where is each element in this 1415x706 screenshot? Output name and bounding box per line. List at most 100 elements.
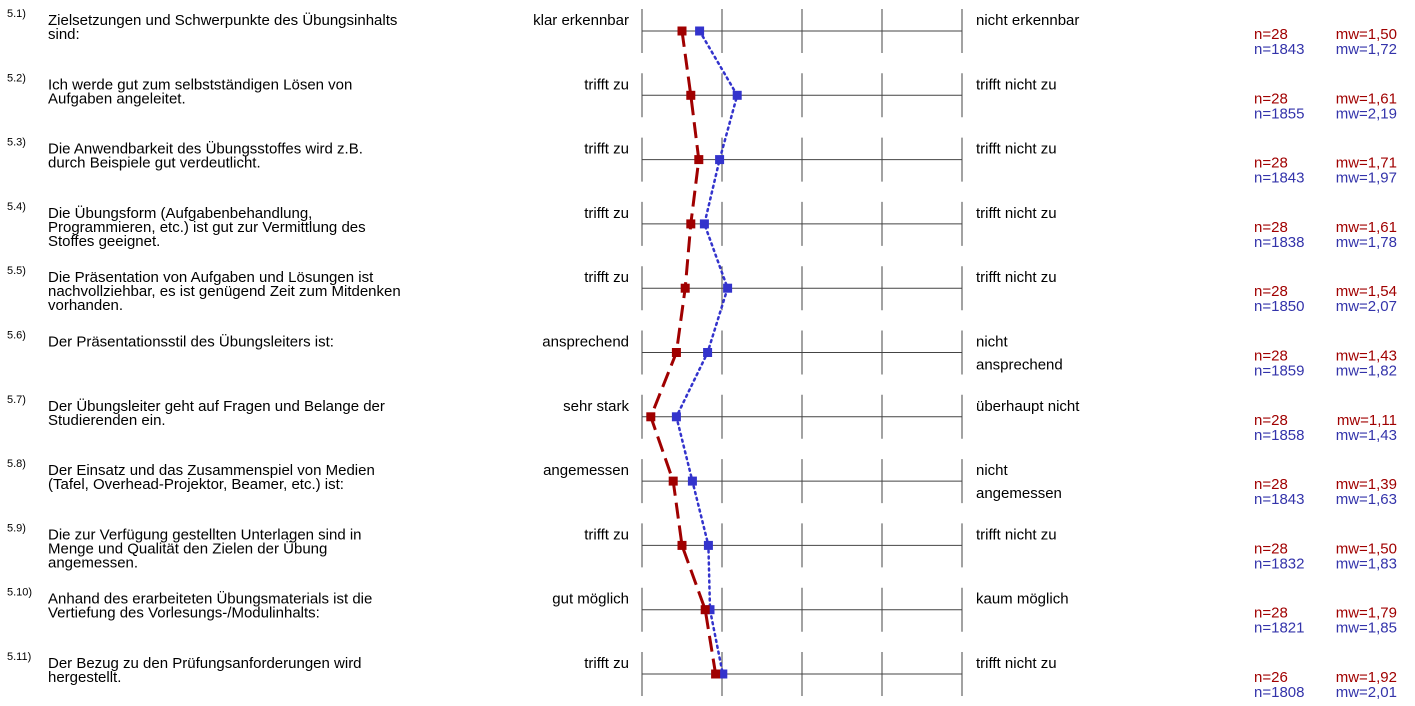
item-number: 5.10) xyxy=(7,587,32,599)
left-pole-label: angemessen xyxy=(543,462,629,479)
question-text: Vertiefung des Vorlesungs-/Modulinhalts: xyxy=(48,605,320,622)
stat-mw-course: mw=1,50 xyxy=(1336,540,1397,557)
marker-reference xyxy=(671,412,681,422)
question-text: Die Präsentation von Aufgaben und Lösung… xyxy=(48,269,374,286)
stat-n-reference: n=1850 xyxy=(1254,298,1304,315)
stat-n-course: n=28 xyxy=(1254,476,1288,493)
item-number: 5.3) xyxy=(7,137,26,149)
stat-n-course: n=28 xyxy=(1254,540,1288,557)
stat-mw-course: mw=1,43 xyxy=(1336,348,1397,365)
question-text: Stoffes geeignet. xyxy=(48,233,160,250)
stat-mw-course: mw=1,79 xyxy=(1336,605,1397,622)
item-number: 5.5) xyxy=(7,265,26,277)
question-text: nachvollziehbar, es ist genügend Zeit zu… xyxy=(48,283,401,300)
question-text: durch Beispiele gut verdeutlicht. xyxy=(48,155,261,172)
right-pole-label: ansprechend xyxy=(976,357,1063,374)
stat-n-reference: n=1832 xyxy=(1254,555,1304,572)
question-text: hergestellt. xyxy=(48,669,121,686)
stat-mw-reference: mw=1,82 xyxy=(1336,363,1397,380)
question-text: Studierenden ein. xyxy=(48,412,166,429)
right-pole-label: trifft nicht zu xyxy=(976,141,1057,158)
stat-mw-course: mw=1,71 xyxy=(1336,155,1397,172)
question-text: (Tafel, Overhead-Projektor, Beamer, etc.… xyxy=(48,476,344,493)
question-text: Aufgaben angeleitet. xyxy=(48,90,186,107)
stat-mw-course: mw=1,61 xyxy=(1336,219,1397,236)
marker-course xyxy=(700,605,710,615)
question-text: vorhanden. xyxy=(48,297,123,314)
stat-mw-course: mw=1,50 xyxy=(1336,26,1397,43)
item-number: 5.11) xyxy=(7,651,31,663)
right-pole-label: kaum möglich xyxy=(976,591,1069,608)
marker-reference xyxy=(715,155,725,165)
stat-mw-reference: mw=1,72 xyxy=(1336,41,1397,58)
item-number: 5.1) xyxy=(7,8,26,20)
left-pole-label: gut möglich xyxy=(552,591,629,608)
question-text: Die Übungsform (Aufgabenbehandlung, xyxy=(48,204,312,222)
item-number: 5.6) xyxy=(7,330,26,342)
stat-n-course: n=28 xyxy=(1254,605,1288,622)
right-pole-label: trifft nicht zu xyxy=(976,655,1057,672)
marker-course xyxy=(668,476,678,486)
stat-n-course: n=28 xyxy=(1254,90,1288,107)
stat-n-reference: n=1808 xyxy=(1254,684,1304,701)
question-text: Der Bezug zu den Prüfungsanforderungen w… xyxy=(48,655,362,672)
stat-n-course: n=28 xyxy=(1254,412,1288,429)
right-pole-label: nicht xyxy=(976,334,1009,351)
marker-reference xyxy=(705,605,715,615)
marker-course xyxy=(646,412,656,422)
stat-n-reference: n=1843 xyxy=(1254,491,1304,508)
marker-course xyxy=(686,90,696,100)
marker-reference xyxy=(723,283,733,293)
question-text: Der Übungsleiter geht auf Fragen und Bel… xyxy=(48,397,385,415)
stat-mw-reference: mw=1,43 xyxy=(1336,427,1397,444)
marker-reference xyxy=(718,669,728,679)
item-number: 5.4) xyxy=(7,201,26,213)
stat-mw-reference: mw=2,07 xyxy=(1336,298,1397,315)
stat-n-course: n=28 xyxy=(1254,283,1288,300)
stat-n-reference: n=1838 xyxy=(1254,234,1304,251)
marker-course xyxy=(694,155,704,165)
stat-mw-course: mw=1,11 xyxy=(1337,412,1397,429)
question-text: Anhand des erarbeiteten Übungsmaterials … xyxy=(48,590,372,608)
item-number: 5.2) xyxy=(7,72,26,84)
stat-n-course: n=28 xyxy=(1254,155,1288,172)
stat-n-course: n=28 xyxy=(1254,26,1288,43)
marker-reference xyxy=(695,26,705,36)
marker-course xyxy=(680,283,690,293)
marker-course xyxy=(677,540,687,550)
right-pole-label: überhaupt nicht xyxy=(976,398,1080,415)
marker-reference xyxy=(703,540,713,550)
stat-n-reference: n=1859 xyxy=(1254,363,1304,380)
stat-mw-reference: mw=2,19 xyxy=(1336,105,1397,122)
right-pole-label: trifft nicht zu xyxy=(976,205,1057,222)
left-pole-label: sehr stark xyxy=(563,398,629,415)
question-text: Ich werde gut zum selbstständigen Lösen … xyxy=(48,76,352,93)
stat-mw-course: mw=1,39 xyxy=(1336,476,1397,493)
right-pole-label: nicht erkennbar xyxy=(976,12,1079,29)
stat-mw-reference: mw=1,83 xyxy=(1336,555,1397,572)
marker-course xyxy=(677,26,687,36)
question-text: Menge und Qualität den Zielen der Übung xyxy=(48,539,327,557)
left-pole-label: trifft zu xyxy=(584,526,629,543)
stat-mw-reference: mw=1,78 xyxy=(1336,234,1397,251)
question-text: Die Anwendbarkeit des Übungsstoffes wird… xyxy=(48,140,363,158)
left-pole-label: ansprechend xyxy=(542,334,629,351)
right-pole-label: trifft nicht zu xyxy=(976,526,1057,543)
question-text: Programmieren, etc.) ist gut zur Vermitt… xyxy=(48,219,366,236)
stat-n-reference: n=1855 xyxy=(1254,105,1304,122)
question-text: Zielsetzungen und Schwerpunkte des Übung… xyxy=(48,11,397,29)
stat-mw-reference: mw=1,85 xyxy=(1336,620,1397,637)
stat-n-reference: n=1858 xyxy=(1254,427,1304,444)
stat-n-reference: n=1843 xyxy=(1254,170,1304,187)
stat-n-course: n=28 xyxy=(1254,348,1288,365)
stat-mw-course: mw=1,92 xyxy=(1336,669,1397,686)
stat-mw-course: mw=1,54 xyxy=(1336,283,1397,300)
marker-reference xyxy=(699,219,709,229)
right-pole-label: trifft nicht zu xyxy=(976,269,1057,286)
question-text: Der Präsentationsstil des Übungsleiters … xyxy=(48,333,334,351)
marker-reference xyxy=(703,348,713,357)
right-pole-label: angemessen xyxy=(976,485,1062,502)
stat-n-course: n=28 xyxy=(1254,219,1288,236)
marker-course xyxy=(686,219,696,229)
